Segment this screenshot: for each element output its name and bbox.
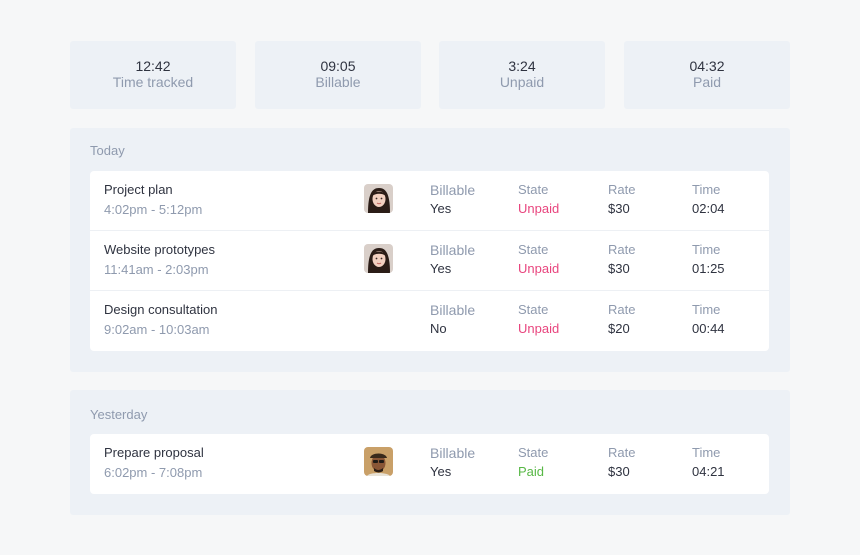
time-column: Time 04:21: [692, 445, 725, 480]
stat-unpaid: 3:24 Unpaid: [439, 41, 605, 109]
state-value: Unpaid: [518, 321, 560, 336]
state-column: State Unpaid: [518, 182, 559, 217]
woman-avatar: [364, 184, 393, 213]
billable-value: Yes: [430, 464, 452, 479]
section-title-today: Today: [90, 143, 125, 158]
state-value: Paid: [518, 464, 545, 479]
rate-header: Rate: [608, 302, 636, 317]
entry-time-range: 9:02am - 10:03am: [104, 322, 210, 337]
entry-name: Design consultation: [104, 302, 218, 317]
state-header: State: [518, 302, 549, 317]
time-header: Time: [692, 302, 721, 317]
billable-column: Billable No: [430, 302, 475, 337]
stat-value: 12:42: [135, 58, 171, 74]
time-column: Time 00:44: [692, 302, 725, 337]
time-header: Time: [692, 242, 721, 257]
man-avatar: [364, 447, 393, 476]
state-value: Unpaid: [518, 201, 560, 216]
stat-paid: 04:32 Paid: [624, 41, 790, 109]
rate-column: Rate $30: [608, 445, 635, 480]
billable-header: Billable: [430, 182, 476, 198]
rate-header: Rate: [608, 182, 636, 197]
stat-billable: 09:05 Billable: [255, 41, 421, 109]
entry-row[interactable]: Prepare proposal 6:02pm - 7:08pm Billabl…: [90, 434, 769, 494]
today-entries-card: Project plan 4:02pm - 5:12pm Billable Ye…: [90, 171, 769, 351]
billable-value: Yes: [430, 201, 452, 216]
time-header: Time: [692, 445, 721, 460]
state-column: State Unpaid: [518, 302, 559, 337]
billable-value: Yes: [430, 261, 452, 276]
billable-value: No: [430, 321, 447, 336]
time-value: 01:25: [692, 261, 725, 276]
stat-value: 3:24: [508, 58, 536, 74]
stat-label: Unpaid: [499, 74, 545, 90]
rate-header: Rate: [608, 445, 636, 460]
rate-value: $30: [608, 201, 630, 216]
time-column: Time 02:04: [692, 182, 725, 217]
entry-time-range: 4:02pm - 5:12pm: [104, 202, 203, 217]
rate-value: $20: [608, 321, 630, 336]
billable-column: Billable Yes: [430, 445, 475, 480]
stat-time-tracked: 12:42 Time tracked: [70, 41, 236, 109]
stat-value: 04:32: [689, 58, 725, 74]
rate-value: $30: [608, 464, 630, 479]
state-header: State: [518, 445, 549, 460]
yesterday-entries-card: Prepare proposal 6:02pm - 7:08pm Billabl…: [90, 434, 769, 494]
entry-row[interactable]: Website prototypes 11:41am - 2:03pm Bill…: [90, 231, 769, 291]
entry-time-range: 6:02pm - 7:08pm: [104, 465, 203, 480]
state-value: Unpaid: [518, 261, 560, 276]
stat-label: Billable: [315, 74, 361, 90]
state-column: State Paid: [518, 445, 548, 480]
time-value: 00:44: [692, 321, 725, 336]
entry-name: Project plan: [104, 182, 173, 197]
stat-value: 09:05: [320, 58, 356, 74]
entry-name: Prepare proposal: [104, 445, 204, 460]
rate-column: Rate $30: [608, 242, 635, 277]
billable-header: Billable: [430, 242, 476, 258]
state-column: State Unpaid: [518, 242, 559, 277]
rate-value: $30: [608, 261, 630, 276]
billable-column: Billable Yes: [430, 182, 475, 217]
time-value: 02:04: [692, 201, 725, 216]
summary-stats: 12:42 Time tracked 09:05 Billable 3:24 U…: [70, 41, 790, 109]
state-header: State: [518, 182, 549, 197]
rate-column: Rate $30: [608, 182, 635, 217]
time-column: Time 01:25: [692, 242, 725, 277]
stat-label: Paid: [692, 74, 722, 90]
rate-column: Rate $20: [608, 302, 635, 337]
rate-header: Rate: [608, 242, 636, 257]
time-value: 04:21: [692, 464, 725, 479]
entry-row[interactable]: Project plan 4:02pm - 5:12pm Billable Ye…: [90, 171, 769, 231]
entry-time-range: 11:41am - 2:03pm: [104, 262, 209, 277]
today-section: Today Project plan 4:02pm - 5:12pm Billa…: [70, 128, 790, 372]
billable-column: Billable Yes: [430, 242, 475, 277]
time-header: Time: [692, 182, 721, 197]
section-title-yesterday: Yesterday: [90, 407, 148, 422]
state-header: State: [518, 242, 549, 257]
stat-label: Time tracked: [112, 74, 194, 90]
billable-header: Billable: [430, 445, 476, 461]
billable-header: Billable: [430, 302, 476, 318]
entry-row[interactable]: Design consultation 9:02am - 10:03am Bil…: [90, 291, 769, 351]
woman-avatar: [364, 244, 393, 273]
yesterday-section: Yesterday Prepare proposal 6:02pm - 7:08…: [70, 390, 790, 515]
entry-name: Website prototypes: [104, 242, 216, 257]
